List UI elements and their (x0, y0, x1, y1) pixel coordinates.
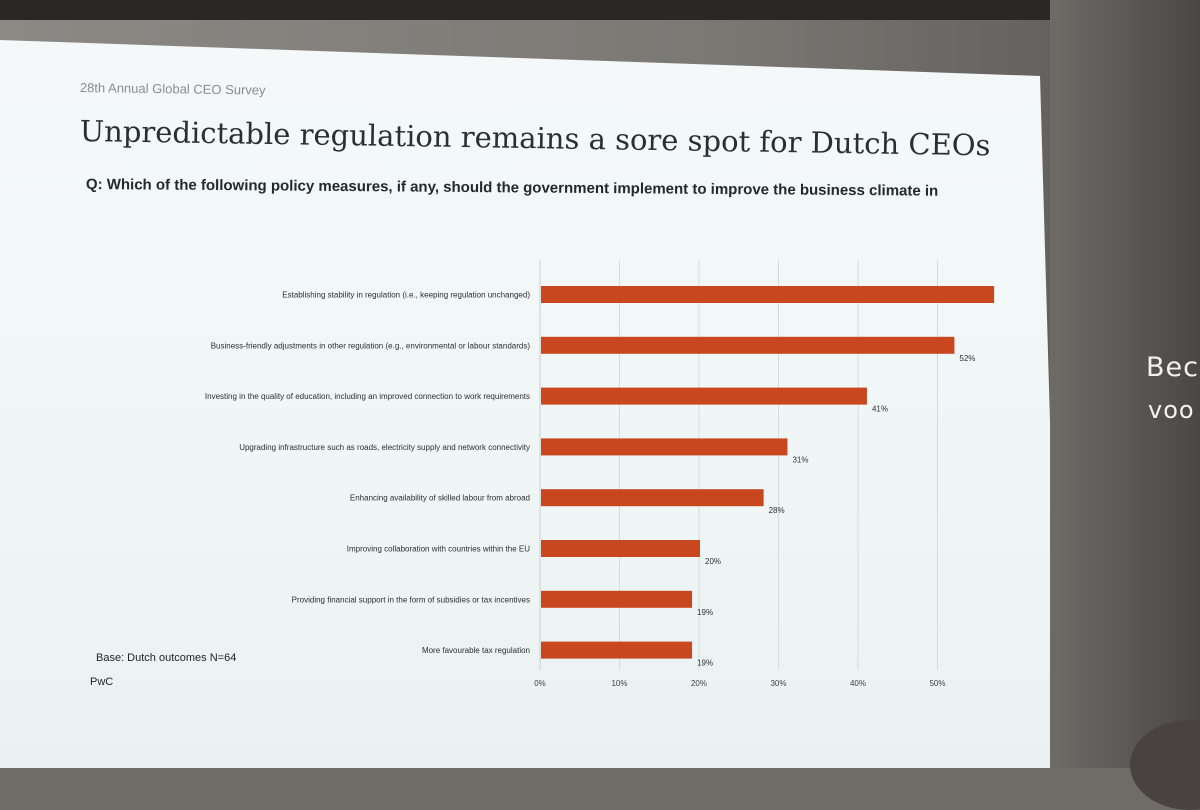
bar (541, 540, 700, 557)
x-tick-label: 0% (534, 679, 546, 688)
data-label: 31% (792, 455, 808, 464)
category-label: Investing in the quality of education, i… (205, 392, 530, 401)
data-label: 20% (705, 557, 721, 566)
source-label: PwC (90, 676, 114, 688)
category-label: Establishing stability in regulation (i.… (282, 291, 530, 300)
x-tick-label: 20% (691, 679, 707, 688)
category-label: Enhancing availability of skilled labour… (350, 494, 530, 503)
data-label: 41% (872, 405, 888, 414)
category-label: Improving collaboration with countries w… (347, 545, 530, 554)
adjacent-screen: Bec voo (1050, 0, 1200, 768)
x-tick-label: 30% (770, 679, 786, 688)
base-note: Base: Dutch outcomes N=64 (96, 652, 237, 664)
adjacent-screen-text-line-1: Bec (1146, 352, 1199, 383)
bar (541, 590, 693, 608)
bar (541, 336, 955, 354)
x-tick-label: 50% (929, 679, 945, 688)
bar (541, 641, 693, 659)
data-label: 52% (959, 354, 975, 363)
bar (541, 286, 995, 303)
data-label: 28% (769, 506, 785, 515)
category-label: Business-friendly adjustments in other r… (211, 341, 531, 350)
adjacent-screen-text-line-2: voo (1148, 396, 1195, 424)
x-tick-label: 10% (611, 679, 627, 688)
bar (541, 489, 764, 507)
category-label: More favourable tax regulation (422, 646, 530, 655)
bar (541, 387, 867, 405)
presentation-slide (0, 40, 1050, 768)
bar-chart: 0% 10% 20% 30% 40% 50% Establishing stability … (205, 260, 995, 688)
data-label: 19% (697, 608, 713, 617)
bar (541, 438, 788, 456)
x-tick-label: 40% (850, 679, 866, 688)
category-label: Providing financial support in the form … (292, 595, 530, 604)
category-label: Upgrading infrastructure such as roads, … (239, 443, 530, 452)
data-label: 19% (697, 659, 713, 668)
ceiling-edge (0, 0, 1200, 20)
